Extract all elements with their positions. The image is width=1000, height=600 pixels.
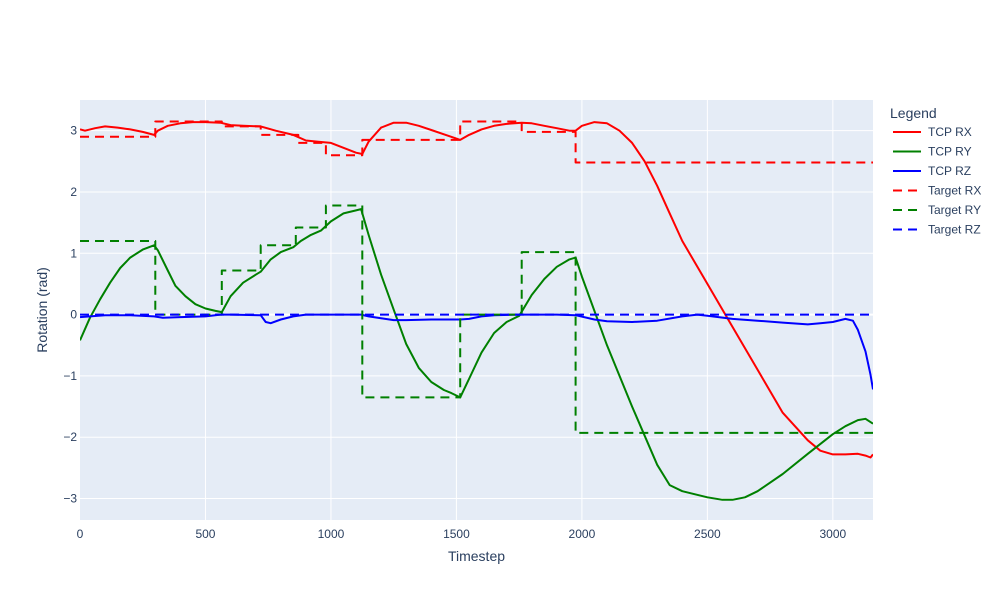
legend-label: TCP RY	[928, 145, 972, 159]
x-tick-label: 1500	[443, 527, 470, 541]
legend[interactable]: Legend TCP RX TCP RY TCP RZ Target RX Target…	[890, 105, 981, 237]
series-line-tcp-ry[interactable]	[80, 208, 873, 501]
x-tick-label: 3000	[819, 527, 846, 541]
legend-item[interactable]: Target RY	[893, 203, 981, 217]
legend-label: Target RX	[928, 184, 981, 198]
y-tick-label: 3	[70, 124, 77, 138]
y-tick-label: −2	[63, 430, 77, 444]
x-tick-label: 500	[195, 527, 215, 541]
y-tick-label: 0	[70, 308, 77, 322]
series-line-tcp-rz[interactable]	[80, 313, 873, 390]
x-tick-label: 2500	[694, 527, 721, 541]
legend-title: Legend	[890, 105, 937, 121]
y-tick-label: 1	[70, 246, 77, 260]
x-tick-label: 1000	[318, 527, 345, 541]
legend-item[interactable]: Target RX	[893, 184, 981, 198]
x-tick-label: 2000	[569, 527, 596, 541]
series-layer	[80, 120, 873, 501]
y-tick-label: 2	[70, 185, 77, 199]
legend-item[interactable]: TCP RZ	[893, 164, 971, 178]
y-tick-label: −3	[63, 492, 77, 506]
legend-label: TCP RX	[928, 125, 972, 139]
series-line-target-ry[interactable]	[80, 204, 873, 434]
y-axis-ticks: −3 −2 −1 0 1 2 3	[63, 124, 77, 506]
legend-label: TCP RZ	[928, 164, 971, 178]
legend-item[interactable]: TCP RX	[893, 125, 972, 139]
legend-item[interactable]: TCP RY	[893, 145, 972, 159]
legend-label: Target RY	[928, 203, 981, 217]
y-axis-title: Rotation (rad)	[34, 267, 50, 353]
x-tick-label: 0	[77, 527, 84, 541]
series-line-target-rx[interactable]	[80, 120, 873, 164]
legend-item[interactable]: Target RZ	[893, 223, 981, 237]
y-tick-label: −1	[63, 369, 77, 383]
x-axis-ticks: 0 500 1000 1500 2000 2500 3000	[77, 527, 847, 541]
legend-label: Target RZ	[928, 223, 981, 237]
x-axis-title: Timestep	[448, 548, 505, 564]
